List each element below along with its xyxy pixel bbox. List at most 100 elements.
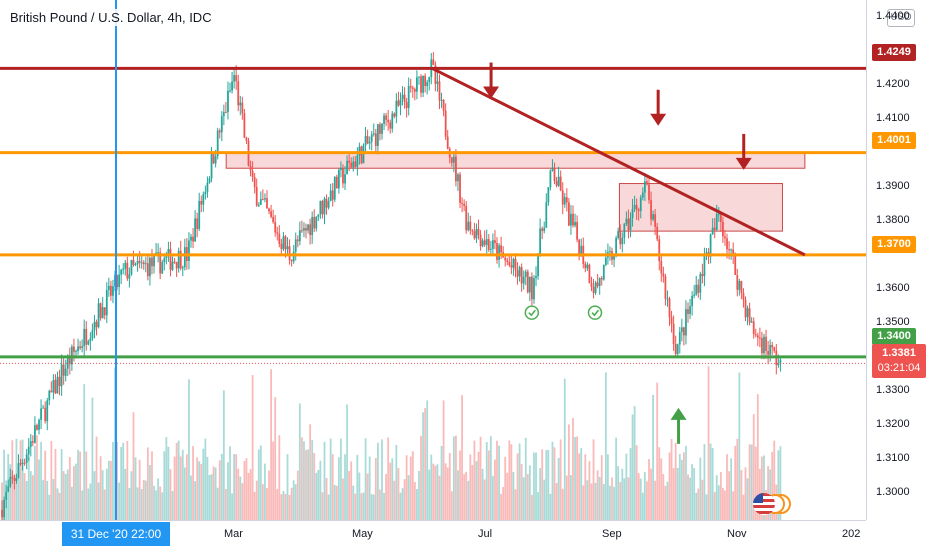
candle-body [483,240,486,245]
candle-body [60,364,63,387]
candle-body [711,227,714,235]
candle-body [656,226,659,240]
candle-body [391,113,394,129]
candle-body [266,198,268,209]
volume-bar [235,454,238,520]
candle-body [504,257,507,261]
price-tick-label: 1.3100 [876,451,910,464]
volume-bar [212,466,215,520]
volume-bar [46,480,49,520]
volume-bar [159,486,162,520]
candle-body [300,230,303,232]
candle-body [561,190,564,205]
candle-body [171,261,174,270]
time-tick-label: Jul [478,528,493,540]
candle-body [473,231,476,239]
price-axis[interactable] [866,0,932,520]
candle-body [296,239,299,242]
volume-bar [407,475,410,520]
candle-body [239,102,242,106]
volume-bar [331,454,334,520]
candle-body [177,250,180,269]
candle-body [163,258,166,263]
volume-bar [432,463,435,520]
volume-bar [294,484,297,520]
volume-bar [144,480,147,520]
volume-bar [756,394,759,520]
volume-bar [674,442,677,520]
volume-bar [124,468,127,520]
volume-bar [99,456,102,520]
candle-body [286,246,289,250]
currency-button[interactable]: USD [887,9,915,27]
volume-bar [44,450,47,520]
volume-bar [535,452,537,520]
volume-bar [695,492,698,520]
candle-body [600,278,603,280]
candle-body [360,146,363,164]
candle-body [592,286,595,293]
volume-bar [524,437,527,520]
candle-body [463,203,466,207]
candle-body [130,259,133,275]
candle-body [489,248,492,250]
candle-body [235,75,238,82]
volume-bar [300,437,303,520]
resistance-zone [618,183,783,232]
volume-bar [559,439,562,520]
volume-bar [615,437,618,520]
candle-body [124,262,127,269]
volume-bar [296,470,299,520]
candle-body [761,338,763,354]
candle-body [87,340,90,345]
check-mark [528,309,536,317]
volume-bar [475,461,478,520]
candle-body [752,321,755,335]
candle-body [450,157,453,163]
candle-body [134,264,137,266]
volume-bar [604,372,607,520]
volume-bar [237,468,240,520]
volume-bar [276,488,279,520]
candle-body [233,75,236,82]
candle-body [128,274,131,279]
candle-body [206,182,209,192]
volume-bar [366,473,369,520]
candle-body [91,330,94,339]
candle-body [487,239,490,250]
volume-bar [348,470,351,520]
candle-body [257,204,260,206]
volume-bar [399,492,402,520]
candle-body [144,263,147,265]
us-flag-icon[interactable] [753,493,775,515]
volume-bar [551,441,554,520]
volume-bar [13,475,16,520]
volume-bar [773,440,776,520]
price-tag-level-upper: 1.4001 [872,132,916,149]
volume-bar [149,464,151,520]
volume-bar [485,442,488,520]
candle-body [528,276,531,293]
candle-body [643,181,646,193]
down-arrow-icon [650,113,667,126]
volume-bar [120,446,123,520]
volume-bar [255,480,258,520]
volume-bar [25,481,28,520]
candle-body [756,335,759,338]
volume-bar [652,394,654,520]
volume-bar [81,490,84,520]
candle-body [307,224,309,231]
volume-bar [561,488,564,520]
candle-body [734,255,737,275]
volume-bar [190,475,192,520]
volume-bar [257,449,260,520]
volume-bar [40,441,42,520]
candle-body [9,476,12,487]
candle-body [703,255,706,277]
candle-body [138,260,141,263]
volume-bar [726,454,728,520]
candle-body [471,230,474,232]
volume-bar [337,457,340,520]
volume-bar [177,440,180,520]
